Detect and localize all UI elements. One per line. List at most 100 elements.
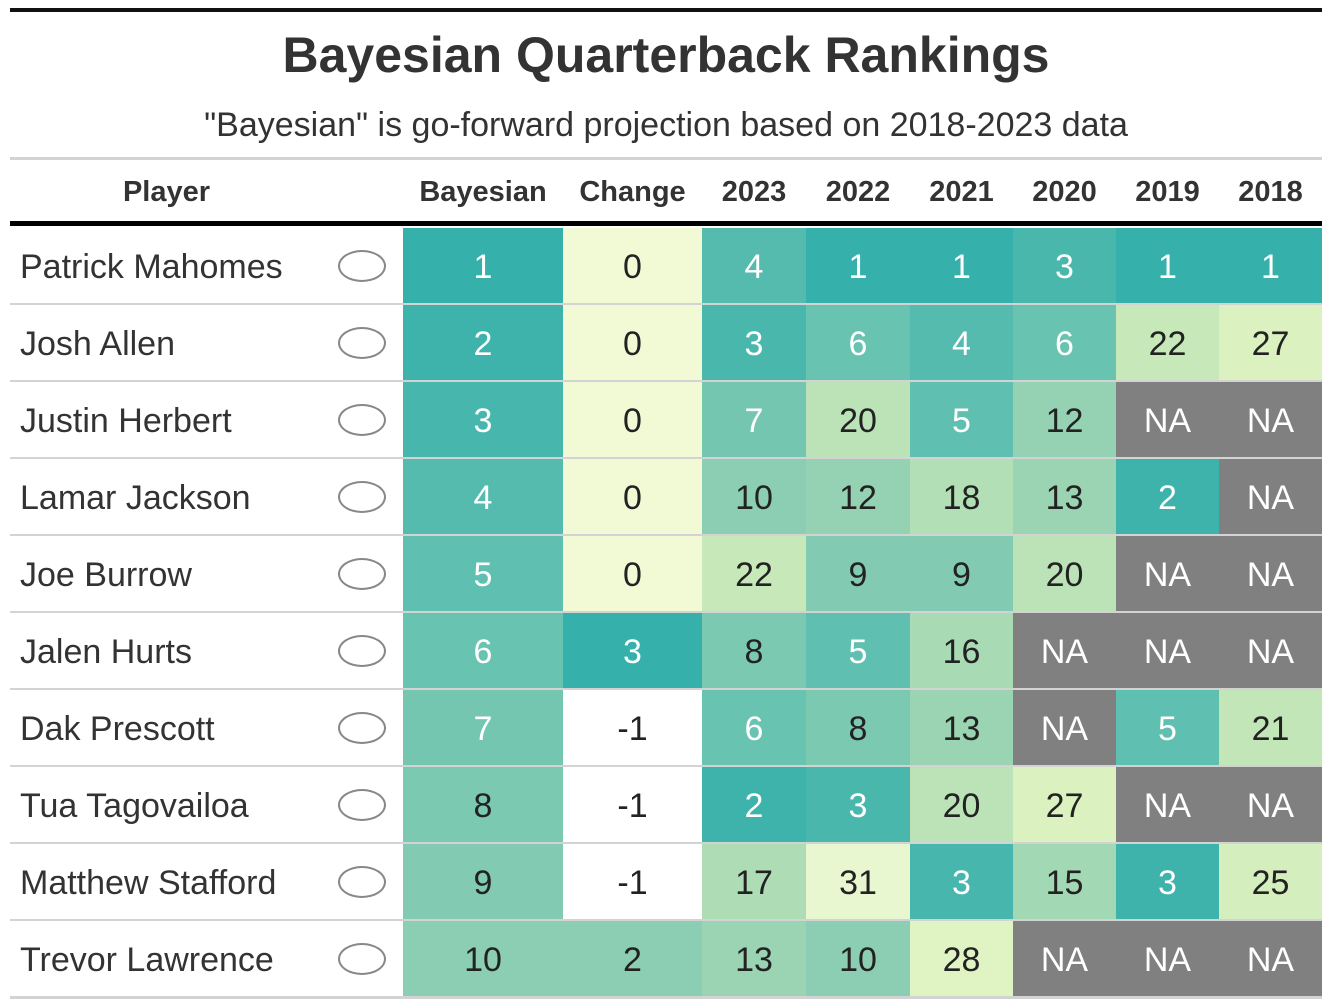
- cell: 2: [702, 767, 806, 842]
- player-name: Patrick Mahomes: [20, 248, 283, 286]
- cell: 27: [1013, 767, 1116, 842]
- team-logo: [338, 943, 386, 975]
- cell: 3: [403, 382, 563, 457]
- cell: 13: [702, 921, 806, 996]
- cell: -1: [563, 767, 702, 842]
- cell: 18: [910, 459, 1013, 534]
- cell: 28: [910, 921, 1013, 996]
- team-logo: [338, 404, 386, 436]
- table-row: Jalen Hurts 6 3 8 5 16 NA NA NA: [10, 613, 1322, 690]
- cell: 8: [806, 690, 910, 765]
- cell: 8: [403, 767, 563, 842]
- cell: 6: [806, 305, 910, 380]
- column-header: Bayesian: [419, 176, 547, 208]
- cell: 1: [1116, 228, 1219, 303]
- player-name: Lamar Jackson: [20, 479, 251, 517]
- cell: NA: [1116, 382, 1219, 457]
- player-name: Dak Prescott: [20, 710, 215, 748]
- cell: 13: [1013, 459, 1116, 534]
- cell: 8: [702, 613, 806, 688]
- table-row: Joe Burrow 5 0 22 9 9 20 NA NA: [10, 536, 1322, 613]
- table-row: Trevor Lawrence 10 2 13 10 28 NA NA NA: [10, 921, 1322, 998]
- team-logo: [338, 789, 386, 821]
- team-logo: [338, 712, 386, 744]
- cell: 9: [403, 844, 563, 919]
- cell: 10: [403, 921, 563, 996]
- column-header: 2019: [1135, 176, 1200, 208]
- cell: 6: [1013, 305, 1116, 380]
- cell: 5: [1116, 690, 1219, 765]
- cell: 10: [806, 921, 910, 996]
- cell: 12: [806, 459, 910, 534]
- cell: 22: [702, 536, 806, 611]
- title: Bayesian Quarterback Rankings: [282, 27, 1050, 83]
- cell: 13: [910, 690, 1013, 765]
- cell: 16: [910, 613, 1013, 688]
- team-logo: [338, 250, 386, 282]
- cell: 9: [910, 536, 1013, 611]
- team-logo: [338, 327, 386, 359]
- subtitle: "Bayesian" is go-forward projection base…: [204, 106, 1128, 144]
- team-logo: [338, 866, 386, 898]
- cell: 20: [910, 767, 1013, 842]
- column-header: 2023: [721, 176, 787, 208]
- cell: NA: [1013, 613, 1116, 688]
- cell: -1: [563, 844, 702, 919]
- cell: 0: [563, 228, 702, 303]
- team-logo: [338, 635, 386, 667]
- table-row: Josh Allen 2 0 3 6 4 6 22 27: [10, 305, 1322, 382]
- column-header: 2018: [1238, 176, 1303, 208]
- team-logo: [338, 481, 386, 513]
- table-body: Patrick Mahomes 1 0 4 1 1 3 1 1 Josh Allen 2 0 3 6 4 6 2…: [10, 228, 1322, 998]
- column-header: 2022: [825, 176, 891, 208]
- top-bar: [10, 8, 1322, 12]
- cell: 20: [1013, 536, 1116, 611]
- cell: 1: [403, 228, 563, 303]
- cell: 3: [1116, 844, 1219, 919]
- cell: 31: [806, 844, 910, 919]
- cell: 5: [910, 382, 1013, 457]
- bottom-rule: [10, 996, 1322, 999]
- column-header: Change: [579, 176, 686, 208]
- cell: NA: [1116, 921, 1219, 996]
- cell: 1: [806, 228, 910, 303]
- cell: NA: [1219, 382, 1322, 457]
- cell: 4: [702, 228, 806, 303]
- column-header: 2020: [1032, 176, 1097, 208]
- player-name: Tua Tagovailoa: [20, 787, 249, 825]
- cell: NA: [1116, 536, 1219, 611]
- column-header: Player: [122, 176, 211, 208]
- cell: NA: [1219, 767, 1322, 842]
- cell: 15: [1013, 844, 1116, 919]
- column-header: 2021: [929, 176, 994, 208]
- cell: 5: [403, 536, 563, 611]
- cell: 0: [563, 305, 702, 380]
- cell: 7: [403, 690, 563, 765]
- cell: 21: [1219, 690, 1322, 765]
- cell: 7: [702, 382, 806, 457]
- player-name: Josh Allen: [20, 325, 175, 363]
- cell: 5: [806, 613, 910, 688]
- table-row: Patrick Mahomes 1 0 4 1 1 3 1 1: [10, 228, 1322, 305]
- player-name: Justin Herbert: [20, 402, 232, 440]
- header-row: Player Bayesian Change 2023 2022 2021 2020 2019…: [10, 160, 1322, 222]
- cell: NA: [1013, 921, 1116, 996]
- table-row: Tua Tagovailoa 8 -1 2 3 20 27 NA NA: [10, 767, 1322, 844]
- team-logo: [338, 558, 386, 590]
- cell: 0: [563, 536, 702, 611]
- cell: NA: [1013, 690, 1116, 765]
- cell: 22: [1116, 305, 1219, 380]
- table-row: Lamar Jackson 4 0 10 12 18 13 2 NA: [10, 459, 1322, 536]
- player-name: Trevor Lawrence: [20, 941, 274, 979]
- cell: 6: [403, 613, 563, 688]
- cell: 3: [1013, 228, 1116, 303]
- rule: [10, 157, 1322, 160]
- cell: 2: [563, 921, 702, 996]
- cell: 3: [702, 305, 806, 380]
- cell: NA: [1219, 921, 1322, 996]
- cell: 2: [403, 305, 563, 380]
- cell: 1: [1219, 228, 1322, 303]
- cell: 12: [1013, 382, 1116, 457]
- cell: 1: [910, 228, 1013, 303]
- cell: 27: [1219, 305, 1322, 380]
